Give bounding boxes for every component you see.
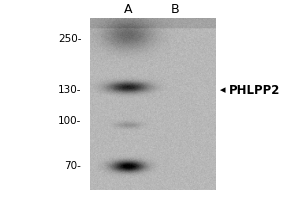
Text: 250-: 250- [58, 34, 81, 44]
Text: PHLPP2: PHLPP2 [229, 84, 280, 97]
Text: B: B [171, 3, 180, 16]
Text: 130-: 130- [58, 85, 81, 95]
Text: 70-: 70- [64, 161, 81, 171]
Text: 100-: 100- [58, 116, 81, 126]
Text: A: A [124, 3, 132, 16]
